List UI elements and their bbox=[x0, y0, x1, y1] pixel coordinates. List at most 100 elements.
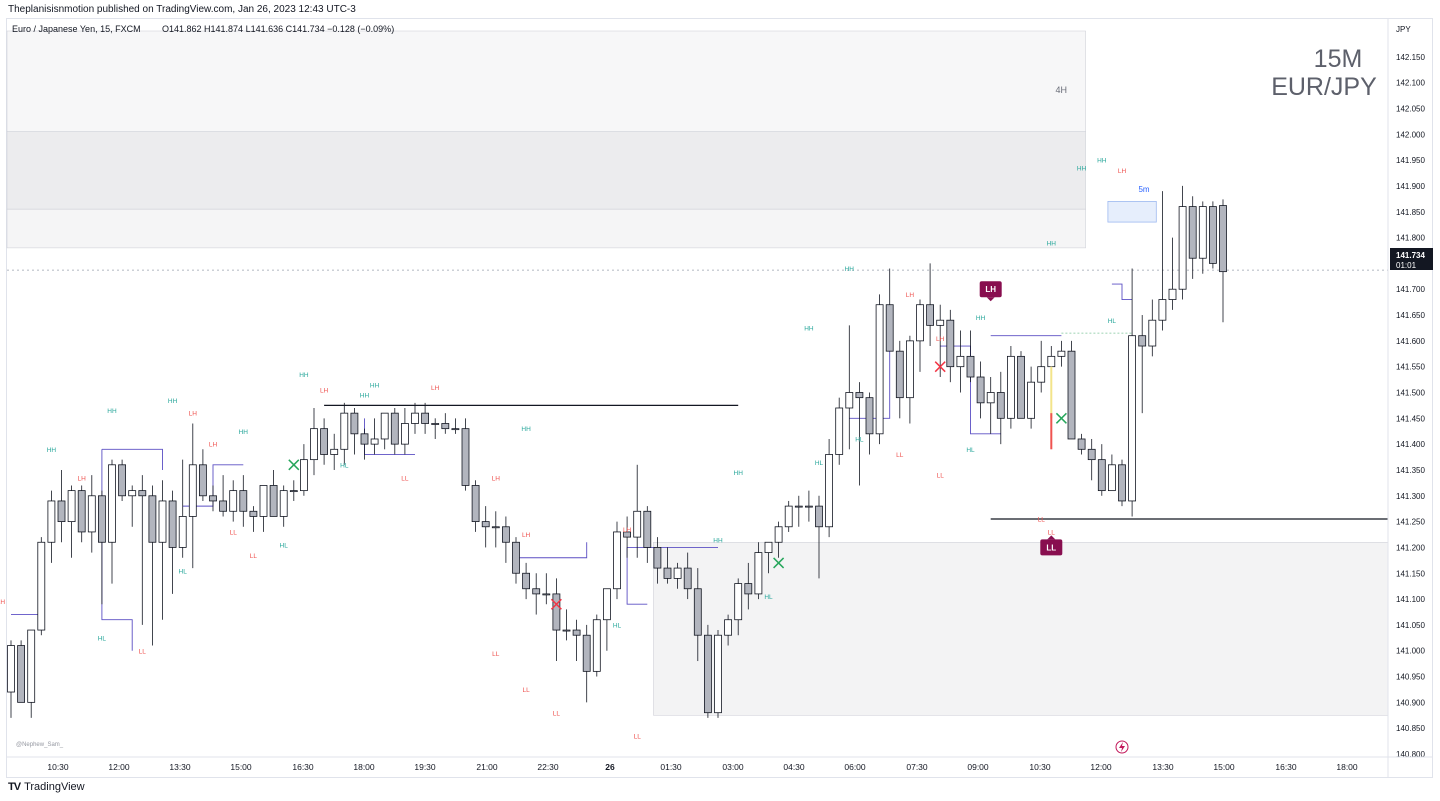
candle-body-56 bbox=[572, 629, 581, 636]
swing-label-12: LL bbox=[250, 553, 258, 560]
candle-body-61 bbox=[623, 531, 631, 538]
y-tick-label-8: 141.200 bbox=[1396, 543, 1425, 552]
candle-body-95 bbox=[966, 355, 975, 378]
x-tick-label-13: 06:00 bbox=[844, 762, 866, 772]
candle-body-43 bbox=[441, 423, 450, 430]
candle-body-49 bbox=[501, 526, 510, 543]
zone-label-4h: 4H bbox=[1055, 85, 1067, 95]
axes-layer: 140.800 140.850 140.900 140.950 141.000 141.0… bbox=[7, 19, 1432, 777]
structure-line-2 bbox=[101, 449, 133, 651]
swing-label-3: HH bbox=[107, 408, 117, 415]
author-tag: @Nephew_Sam_ bbox=[16, 742, 64, 748]
candle-body-29 bbox=[299, 459, 308, 492]
candle-body-91 bbox=[926, 304, 934, 326]
x-tick-label-8: 22:30 bbox=[537, 762, 559, 772]
swing-label-39: LH bbox=[936, 336, 945, 343]
candle-body-4 bbox=[47, 500, 56, 543]
candle-body-41 bbox=[421, 412, 430, 424]
candle-body-79 bbox=[805, 505, 813, 508]
zone-box-3 bbox=[653, 542, 1389, 716]
structure-line-1 bbox=[101, 448, 163, 470]
candle-body-1 bbox=[17, 645, 26, 703]
x-tick-label-17: 12:00 bbox=[1090, 762, 1112, 772]
candle-body-113 bbox=[1148, 319, 1157, 347]
swing-label-11: LL bbox=[230, 530, 238, 537]
swing-label-45: LL bbox=[1048, 530, 1056, 537]
swing-label-35: HH bbox=[845, 266, 855, 273]
x-tick-label-20: 16:30 bbox=[1275, 762, 1297, 772]
candle-body-23 bbox=[239, 490, 248, 512]
candle-body-97 bbox=[986, 392, 995, 404]
candle-body-18 bbox=[188, 464, 197, 517]
candle-body-98 bbox=[996, 392, 1005, 419]
y-tick-label-10: 141.300 bbox=[1396, 492, 1425, 501]
cross-stroke-b bbox=[934, 361, 946, 373]
tradingview-brand[interactable]: TV TradingView bbox=[8, 781, 85, 793]
brand-name: TradingView bbox=[24, 781, 85, 793]
candle-body-102 bbox=[1037, 366, 1046, 383]
candle-body-87 bbox=[885, 304, 894, 352]
candle-body-21 bbox=[219, 500, 228, 512]
candle-body-37 bbox=[380, 412, 389, 440]
candle-body-30 bbox=[310, 428, 318, 461]
candle-body-82 bbox=[835, 407, 844, 455]
candle-body-3 bbox=[37, 541, 46, 631]
candle-body-31 bbox=[320, 428, 329, 455]
x-tick-label-10: 01:30 bbox=[660, 762, 682, 772]
swing-label-43: LL bbox=[1038, 517, 1046, 524]
swing-label-6: HH bbox=[168, 398, 178, 405]
candle-body-110 bbox=[1118, 464, 1126, 502]
signal-cross-icon-0 bbox=[288, 459, 300, 471]
candle-body-93 bbox=[946, 319, 955, 368]
swing-label-15: LH bbox=[320, 388, 329, 395]
candle-body-55 bbox=[562, 629, 571, 632]
swing-label-2: LH bbox=[78, 475, 87, 482]
candle-body-11 bbox=[118, 464, 126, 497]
y-tick-label-3: 140.950 bbox=[1396, 673, 1425, 682]
candle-body-8 bbox=[87, 495, 96, 533]
candle-body-42 bbox=[431, 423, 440, 425]
legend-symbol: Euro / Japanese Yen, 15, FXCM bbox=[12, 24, 141, 34]
y-tick-label-27: 142.150 bbox=[1396, 53, 1425, 62]
chart-frame bbox=[6, 18, 1433, 778]
candle-body-38 bbox=[390, 412, 399, 445]
candle-body-59 bbox=[603, 588, 611, 621]
swing-label-44: HH bbox=[1047, 240, 1057, 247]
zone-box-2 bbox=[6, 208, 1086, 249]
swing-label-9: LH bbox=[209, 442, 218, 449]
tradingview-logo-icon: TV bbox=[8, 781, 21, 793]
swing-label-48: LH bbox=[1118, 168, 1127, 175]
candle-body-16 bbox=[168, 500, 177, 548]
candle-body-105 bbox=[1067, 350, 1076, 440]
x-tick-label-7: 21:00 bbox=[476, 762, 498, 772]
candle-body-62 bbox=[633, 510, 642, 538]
candle-body-6 bbox=[67, 490, 76, 523]
zone-box-4 bbox=[1107, 201, 1157, 223]
swing-label-32: HL bbox=[764, 594, 773, 601]
badge-pointer bbox=[986, 297, 995, 302]
candle-body-10 bbox=[108, 464, 116, 543]
swing-label-36: HL bbox=[855, 437, 864, 444]
y-tick-label-11: 141.350 bbox=[1396, 466, 1425, 475]
replay-lightning-icon[interactable] bbox=[1115, 740, 1129, 754]
candle-body-70 bbox=[714, 634, 722, 714]
swing-label-20: LL bbox=[401, 475, 409, 482]
x-tick-label-11: 03:00 bbox=[722, 762, 744, 772]
candle-body-77 bbox=[784, 505, 793, 528]
swing-label-34: HL bbox=[815, 460, 824, 467]
y-tick-label-7: 141.150 bbox=[1396, 569, 1425, 578]
swing-label-40: LL bbox=[937, 473, 945, 480]
swing-label-49: HL bbox=[1108, 318, 1117, 325]
signal-cross-icon-2 bbox=[773, 557, 785, 569]
candle-body-68 bbox=[693, 588, 702, 636]
swing-label-7: LH bbox=[189, 411, 198, 418]
candle-body-0 bbox=[7, 645, 15, 693]
y-tick-label-13: 141.450 bbox=[1396, 414, 1425, 423]
candle-body-71 bbox=[724, 619, 732, 636]
legend-ohlc: O141.862 H141.874 L141.636 C141.734 −0.1… bbox=[162, 24, 394, 34]
swing-label-25: LL bbox=[522, 687, 530, 694]
candle-body-22 bbox=[229, 490, 238, 512]
y-tick-label-26: 142.100 bbox=[1396, 79, 1425, 88]
zone-box-0 bbox=[6, 30, 1086, 132]
